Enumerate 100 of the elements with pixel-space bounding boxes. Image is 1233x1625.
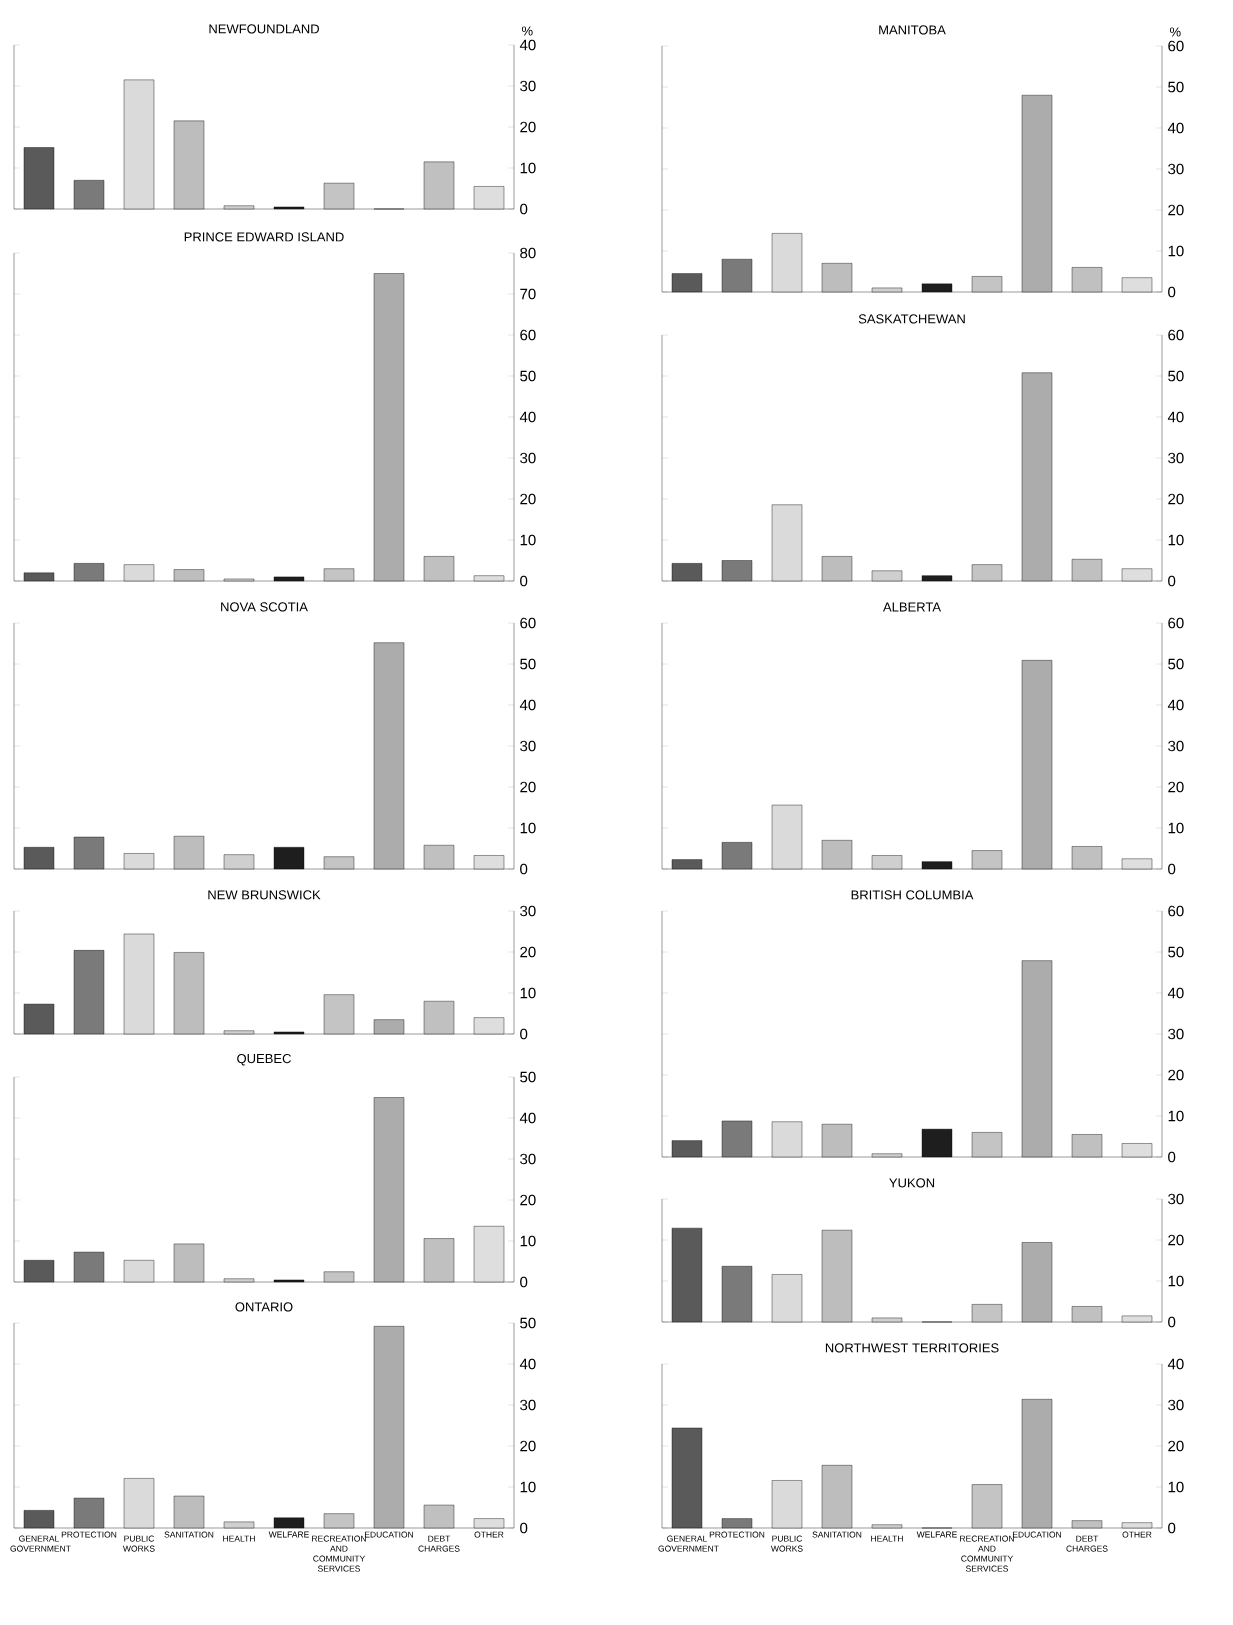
x-tick-label: WELFARE xyxy=(916,1531,957,1538)
y-tick-label: 0 xyxy=(1168,1522,1176,1534)
y-tick-label: 0 xyxy=(1168,286,1176,298)
x-tick-label: HEALTH xyxy=(223,1535,255,1542)
chart-title: MANITOBA xyxy=(879,25,946,35)
y-tick-label: 50 xyxy=(520,1071,536,1083)
chart-title: ONTARIO xyxy=(235,1302,293,1312)
x-tick-label: HEALTH xyxy=(871,1535,903,1542)
y-tick-label: 30 xyxy=(1168,1193,1184,1205)
y-tick-label: 30 xyxy=(520,452,536,464)
y-tick-label: 50 xyxy=(520,1317,536,1329)
chart-title: ALBERTA xyxy=(883,602,941,612)
y-tick-label: 10 xyxy=(520,162,536,174)
x-tick-label: DEBT CHARGES xyxy=(1066,1535,1108,1552)
y-tick-label: 0 xyxy=(1168,1316,1176,1328)
x-tick-label: OTHER xyxy=(474,1531,504,1538)
y-tick-label: 60 xyxy=(1168,40,1184,52)
y-tick-label: 20 xyxy=(520,1440,536,1452)
chart-title: NEW BRUNSWICK xyxy=(208,890,321,900)
y-tick-label: 20 xyxy=(1168,1440,1184,1452)
y-tick-label: 50 xyxy=(520,658,536,670)
y-tick-label: 40 xyxy=(519,411,536,423)
x-tick-label: PUBLIC WORKS xyxy=(770,1535,803,1552)
y-tick-label: 50 xyxy=(1168,370,1184,382)
y-tick-label: 60 xyxy=(520,617,536,629)
y-tick-label: 50 xyxy=(1168,946,1184,958)
y-tick-label: 30 xyxy=(520,1399,536,1411)
y-tick-label: 10 xyxy=(1168,245,1184,257)
y-tick-label: 40 xyxy=(519,699,536,711)
y-tick-label: 0 xyxy=(520,203,528,215)
y-tick-label: 20 xyxy=(520,946,536,958)
x-tick-label: SANITATION xyxy=(164,1531,214,1538)
y-tick-label: 60 xyxy=(1168,329,1184,341)
y-tick-label: 10 xyxy=(520,822,536,834)
y-tick-label: 40 xyxy=(1167,122,1184,134)
y-tick-label: 10 xyxy=(1168,1481,1184,1493)
y-tick-label: 20 xyxy=(520,781,536,793)
y-tick-label: 20 xyxy=(1168,493,1184,505)
y-tick-label: 20 xyxy=(1168,1234,1184,1246)
y-tick-label: 30 xyxy=(1168,163,1184,175)
x-tick-label: EDUCATION xyxy=(364,1531,414,1538)
y-tick-label: 40 xyxy=(1167,1358,1184,1370)
x-tick-label: RECREATION AND COMMUNITY SERVICES xyxy=(960,1535,1014,1572)
y-tick-label: 30 xyxy=(1168,1028,1184,1040)
y-tick-label: 0 xyxy=(1168,575,1176,587)
x-tick-label: EDUCATION xyxy=(1012,1531,1062,1538)
y-tick-label: 20 xyxy=(1168,1069,1184,1081)
y-tick-label: 30 xyxy=(1168,1399,1184,1411)
y-tick-label: 0 xyxy=(520,575,528,587)
y-tick-label: 60 xyxy=(1168,617,1184,629)
x-tick-label: PUBLIC WORKS xyxy=(122,1535,155,1552)
chart-title: NOVA SCOTIA xyxy=(221,602,308,612)
chart-title: NORTHWEST TERRITORIES xyxy=(825,1343,999,1353)
y-tick-label: 10 xyxy=(1168,534,1184,546)
y-tick-label: 20 xyxy=(1168,204,1184,216)
y-tick-label: 20 xyxy=(520,493,536,505)
y-tick-label: 30 xyxy=(520,1153,536,1165)
y-tick-label: 20 xyxy=(520,121,536,133)
y-tick-label: 0 xyxy=(1168,1151,1176,1163)
y-axis-title: % xyxy=(522,26,533,36)
y-tick-label: 10 xyxy=(1168,1275,1184,1287)
y-tick-label: 0 xyxy=(520,1522,528,1534)
x-tick-label: OTHER xyxy=(1122,1531,1152,1538)
y-tick-label: 10 xyxy=(520,1481,536,1493)
chart-title: QUEBEC xyxy=(237,1053,291,1066)
y-tick-label: 80 xyxy=(520,247,536,259)
y-tick-label: 30 xyxy=(1168,740,1184,752)
x-tick-label: RECREATION AND COMMUNITY SERVICES xyxy=(312,1535,366,1572)
chart-title: SASKATCHEWAN xyxy=(858,314,965,324)
y-tick-label: 10 xyxy=(520,1235,536,1247)
y-tick-label: 40 xyxy=(519,1112,536,1124)
chart-title: YUKON xyxy=(889,1178,935,1188)
y-tick-label: 60 xyxy=(520,329,536,341)
y-tick-label: 50 xyxy=(1168,81,1184,93)
y-tick-label: 10 xyxy=(1168,822,1184,834)
y-tick-label: 30 xyxy=(520,740,536,752)
y-tick-label: 30 xyxy=(520,905,536,917)
chart-title: NEWFOUNDLAND xyxy=(209,24,319,34)
chart-title: PRINCE EDWARD ISLAND xyxy=(184,232,344,242)
y-tick-label: 30 xyxy=(1168,452,1184,464)
y-tick-label: 60 xyxy=(1168,905,1184,917)
y-tick-label: 0 xyxy=(520,1276,528,1288)
y-tick-label: 10 xyxy=(520,534,536,546)
x-tick-label: DEBT CHARGES xyxy=(418,1535,460,1552)
y-tick-label: 50 xyxy=(520,370,536,382)
y-tick-label: 0 xyxy=(520,863,528,875)
y-tick-label: 40 xyxy=(1167,987,1184,999)
chart-title: BRITISH COLUMBIA xyxy=(851,890,974,900)
y-tick-label: 10 xyxy=(1168,1110,1184,1122)
y-tick-label: 40 xyxy=(1167,699,1184,711)
y-tick-label: 0 xyxy=(520,1028,528,1040)
y-axis-title: % xyxy=(1170,27,1181,37)
y-tick-label: 0 xyxy=(1168,863,1176,875)
y-tick-label: 40 xyxy=(1167,411,1184,423)
y-tick-label: 30 xyxy=(520,80,536,92)
y-tick-label: 20 xyxy=(520,1194,536,1206)
x-tick-label: SANITATION xyxy=(812,1531,862,1538)
y-tick-label: 20 xyxy=(1168,781,1184,793)
y-tick-label: 10 xyxy=(520,987,536,999)
x-tick-label: WELFARE xyxy=(268,1531,309,1538)
